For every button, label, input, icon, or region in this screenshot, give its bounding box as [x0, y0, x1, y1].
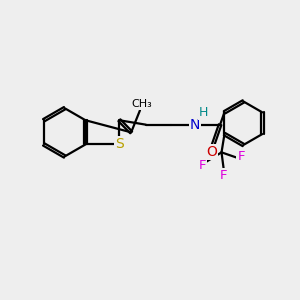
Text: F: F: [220, 169, 228, 182]
Text: F: F: [199, 159, 206, 172]
Text: H: H: [199, 106, 208, 119]
Text: S: S: [115, 137, 124, 152]
Text: O: O: [206, 145, 217, 159]
Text: F: F: [238, 150, 245, 163]
Text: N: N: [190, 118, 200, 132]
Text: CH₃: CH₃: [131, 99, 152, 110]
